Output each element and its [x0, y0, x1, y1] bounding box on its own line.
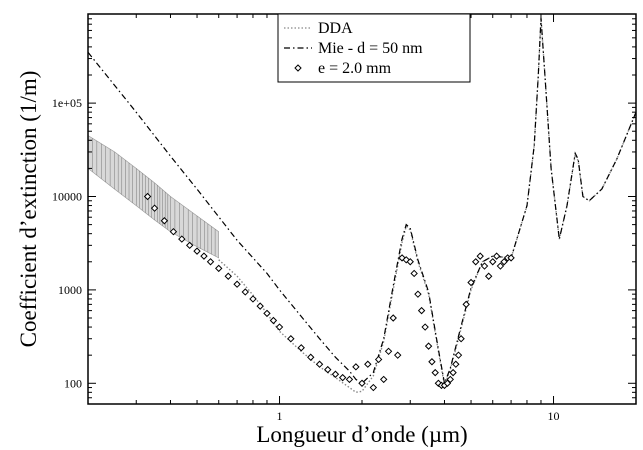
series-point — [398, 254, 406, 262]
series-point — [200, 252, 208, 260]
series-point — [150, 204, 159, 212]
series-point — [489, 258, 497, 266]
legend-label: DDA — [318, 20, 353, 37]
series-point — [256, 302, 264, 310]
series-point — [454, 351, 463, 359]
series-point — [215, 264, 223, 273]
series-point — [206, 258, 215, 266]
series-point — [480, 262, 489, 270]
series-point — [307, 353, 315, 361]
series-point — [185, 241, 194, 250]
series-point — [345, 375, 354, 384]
legend-label: e = 2.0 mm — [318, 60, 392, 77]
series-point — [269, 316, 278, 325]
x-tick-label: 1 — [277, 409, 283, 423]
series-point — [287, 335, 295, 343]
y-tick-label: 10000 — [52, 190, 82, 204]
legend-box — [277, 13, 471, 83]
series-point — [352, 363, 360, 371]
plot-area — [88, 17, 636, 394]
y-axis-label: Coefficient d’extinction (1/m) — [16, 71, 41, 348]
series-point — [331, 370, 340, 378]
series-line — [218, 18, 636, 394]
series-point — [484, 272, 493, 280]
legend-swatch — [294, 64, 302, 72]
series-point — [275, 323, 284, 331]
series-point — [358, 379, 366, 387]
series-point — [452, 360, 460, 368]
series-point — [500, 258, 508, 266]
series-point — [241, 288, 249, 296]
series-point — [193, 247, 201, 255]
series-line — [88, 17, 636, 386]
series-point — [389, 314, 397, 322]
y-axis: 100 1000 10000 1e+05 — [52, 13, 636, 405]
series-point — [462, 300, 470, 309]
series-point — [421, 323, 429, 331]
legend: DDA Mie - d = 50 nm e = 2.0 mm — [277, 13, 471, 83]
series-point — [233, 280, 241, 288]
series-point — [338, 373, 347, 382]
series-point — [414, 290, 422, 298]
series-point — [424, 342, 433, 350]
series-point — [143, 192, 152, 201]
series-point — [431, 368, 439, 377]
x-tick-label: 10 — [548, 409, 560, 423]
y-tick-label: 100 — [64, 376, 82, 390]
series-point — [379, 375, 388, 384]
series-point — [410, 269, 418, 278]
series-point — [315, 360, 324, 368]
series-point — [169, 227, 178, 236]
series-point — [394, 351, 402, 359]
series-point — [224, 272, 232, 280]
series-point — [476, 252, 484, 260]
dda-band — [88, 135, 219, 259]
series-point — [467, 278, 475, 287]
series-point — [492, 252, 501, 260]
series-point — [443, 379, 452, 387]
series-point — [160, 217, 169, 225]
y-tick-label: 1000 — [58, 283, 82, 297]
series-point — [507, 254, 515, 262]
series-point — [364, 360, 372, 368]
y-tick-label: 1e+05 — [52, 96, 82, 110]
series-point — [369, 383, 378, 392]
x-axis-label: Longueur d’onde (µm) — [256, 422, 467, 447]
series-point — [406, 258, 414, 266]
series-point — [496, 262, 505, 270]
legend-label: Mie - d = 50 nm — [318, 40, 423, 57]
series-point — [297, 344, 305, 352]
series-point — [417, 306, 426, 315]
series-point — [374, 355, 383, 364]
series-point — [471, 258, 480, 266]
series-point — [249, 295, 257, 303]
series-point — [324, 365, 332, 374]
series-point — [457, 335, 465, 343]
series-point — [384, 347, 393, 356]
series-point — [428, 358, 436, 366]
series-point — [449, 368, 457, 377]
series-point — [178, 235, 186, 243]
series-point — [446, 375, 454, 384]
series-point — [263, 309, 271, 318]
